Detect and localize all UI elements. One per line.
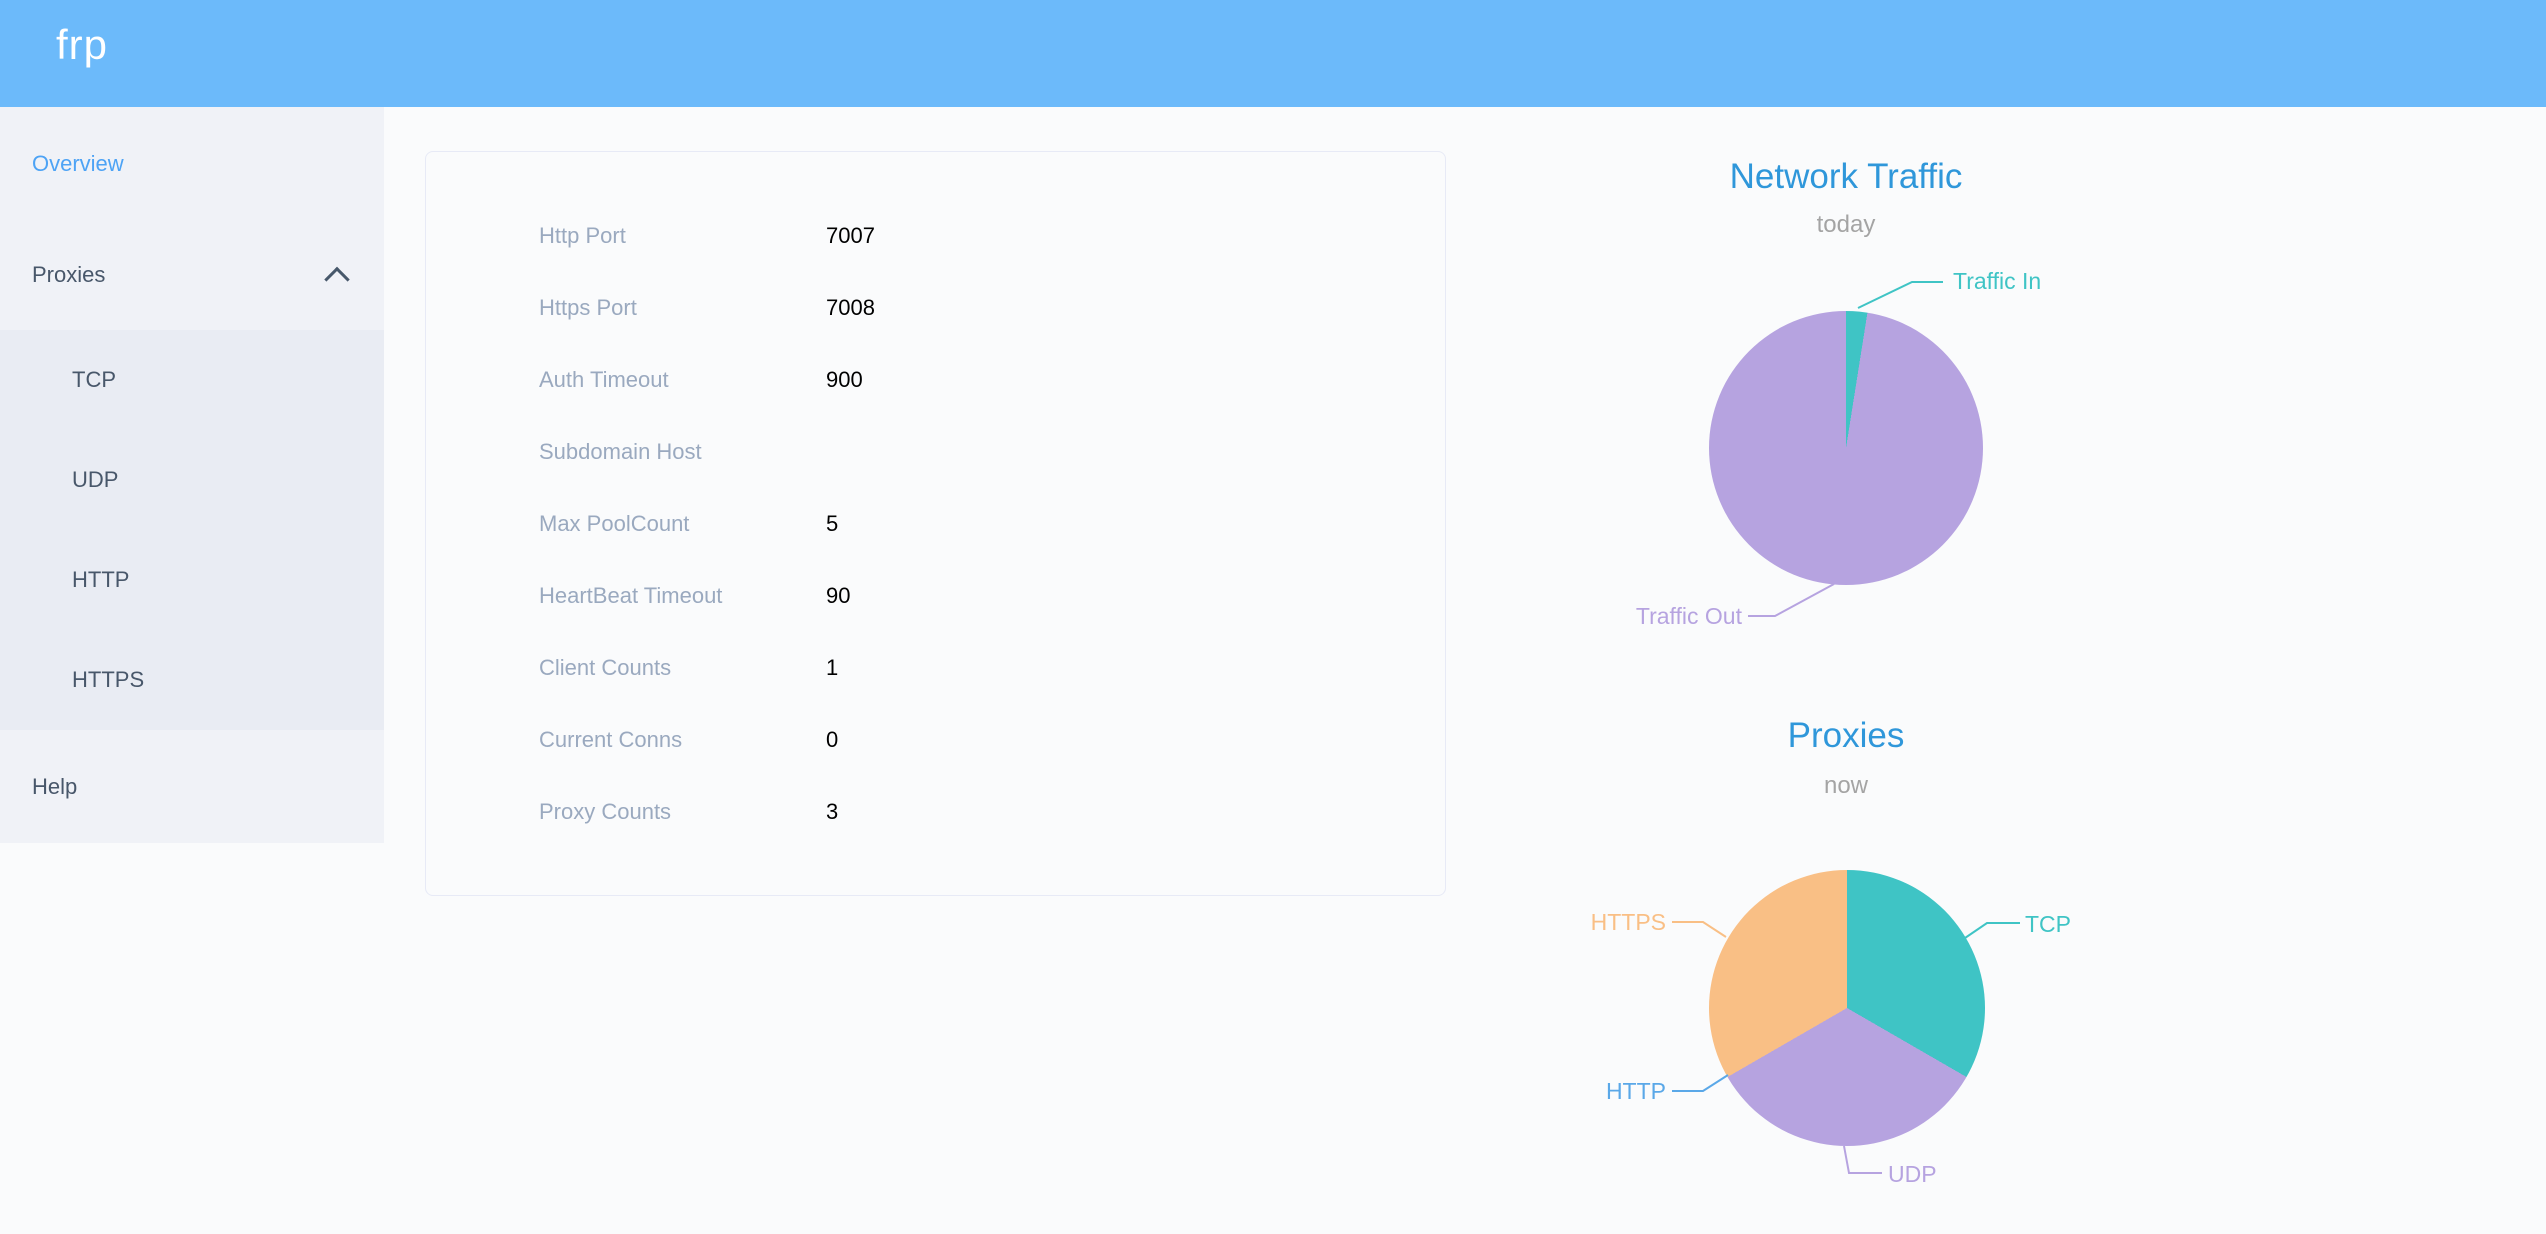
sidebar-item-overview-label: Overview (32, 150, 124, 176)
network-traffic-title: Network Traffic (1729, 157, 1963, 196)
info-row-auth-timeout: Auth Timeout 900 (426, 344, 1445, 416)
sidebar-item-tcp[interactable]: TCP (0, 330, 384, 430)
http-slice-label: HTTP (1605, 1078, 1666, 1104)
traffic-out-callout-line (1748, 583, 1835, 617)
https-slice-label: HTTPS (1590, 909, 1666, 935)
info-value: 900 (826, 367, 863, 392)
app-header: frp (0, 0, 2546, 107)
chevron-up-icon (324, 266, 350, 293)
info-value: 90 (826, 583, 851, 608)
info-value: 7008 (826, 295, 875, 320)
udp-callout-line (1843, 1145, 1882, 1174)
sidebar-item-http-label: HTTP (72, 567, 130, 592)
info-label: Http Port (539, 223, 626, 248)
info-label: HeartBeat Timeout (539, 583, 723, 608)
sidebar-item-help[interactable]: Help (0, 730, 384, 843)
info-row-max-poolcount: Max PoolCount 5 (426, 488, 1445, 560)
proxies-chart-subtitle: now (1823, 772, 1869, 799)
info-label: Subdomain Host (539, 439, 702, 464)
info-row-current-conns: Current Conns 0 (426, 704, 1445, 776)
proxies-chart-title: Proxies (1787, 716, 1905, 755)
info-row-http-port: Http Port 7007 (426, 200, 1445, 272)
sidebar-item-udp[interactable]: UDP (0, 430, 384, 530)
frp-logo: frp (56, 21, 109, 68)
info-value: 7007 (826, 223, 875, 248)
info-label: Proxy Counts (539, 799, 672, 824)
https-callout-line (1672, 921, 1727, 938)
info-row-heartbeat-timeout: HeartBeat Timeout 90 (426, 560, 1445, 632)
info-row-proxy-counts: Proxy Counts 3 (426, 776, 1445, 848)
info-label: Auth Timeout (539, 367, 669, 392)
info-value: 3 (826, 799, 839, 824)
info-value: 5 (826, 511, 839, 536)
info-value: 0 (826, 727, 839, 752)
sidebar-item-proxies[interactable]: Proxies (0, 220, 384, 330)
proxies-pie[interactable] (1709, 870, 1985, 1146)
traffic-out-label: Traffic Out (1635, 603, 1742, 629)
tcp-slice-label: TCP (2025, 911, 2071, 937)
info-label: Max PoolCount (539, 511, 690, 536)
network-traffic-pie[interactable] (1709, 311, 1983, 585)
sidebar-item-https[interactable]: HTTPS (0, 630, 384, 730)
info-label: Https Port (539, 295, 637, 320)
udp-slice-label: UDP (1888, 1161, 1937, 1187)
server-info-card: Http Port 7007 Https Port 7008 Auth Time… (425, 151, 1446, 896)
tcp-callout-line (1964, 922, 2020, 939)
sidebar-item-overview[interactable]: Overview (0, 107, 384, 220)
sidebar-item-help-label: Help (32, 773, 78, 799)
info-label: Client Counts (539, 655, 672, 680)
info-value: 1 (826, 655, 839, 680)
sidebar-item-proxies-label: Proxies (32, 262, 106, 287)
sidebar-item-tcp-label: TCP (72, 367, 116, 392)
network-traffic-subtitle: today (1816, 211, 1876, 238)
info-row-https-port: Https Port 7008 (426, 272, 1445, 344)
traffic-in-callout-line (1857, 281, 1943, 309)
http-callout-line (1672, 1074, 1729, 1092)
sidebar-item-https-label: HTTPS (72, 667, 145, 692)
sidebar-item-udp-label: UDP (72, 467, 119, 492)
info-row-subdomain-host: Subdomain Host (426, 416, 1445, 488)
info-row-client-counts: Client Counts 1 (426, 632, 1445, 704)
proxies-submenu: TCP UDP HTTP HTTPS (0, 330, 384, 730)
sidebar-item-http[interactable]: HTTP (0, 530, 384, 630)
sidebar: Overview Proxies TCP UDP HTTP HTTPS Help (0, 107, 384, 843)
traffic-in-label: Traffic In (1953, 268, 2042, 294)
info-label: Current Conns (539, 727, 683, 752)
